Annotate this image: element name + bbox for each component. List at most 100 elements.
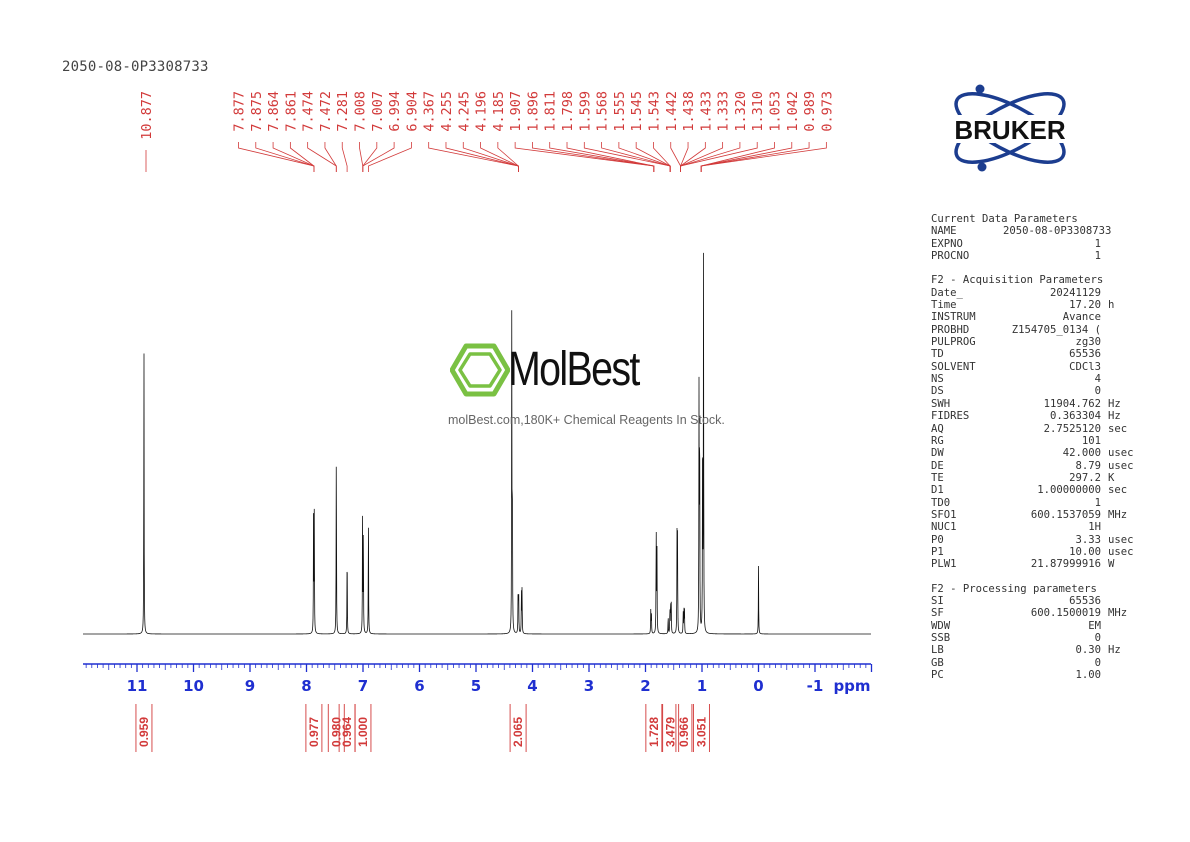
param-unit: Hz: [1108, 410, 1121, 423]
benzene-icon: [450, 343, 510, 397]
param-value: 600.1537059: [1030, 508, 1101, 521]
param-name: PROBHD: [931, 323, 970, 336]
param-row: DE 8.79 usec: [931, 460, 1171, 472]
peak-connector: [307, 142, 337, 172]
watermark-tagline: molBest.com,180K+ Chemical Reagents In S…: [448, 413, 725, 427]
x-tick-label: -1: [807, 677, 824, 695]
param-name: NUC1: [931, 521, 957, 534]
param-name: TD: [931, 348, 944, 361]
param-value: 21.87999916: [1030, 558, 1101, 571]
peak-label: 7.875: [249, 91, 265, 132]
param-unit: [1101, 287, 1108, 299]
param-unit: [1101, 620, 1108, 632]
acquisition-parameters-panel: Current Data Parameters NAME 2050-08-0P330…: [931, 213, 1171, 681]
param-row: LB 0.30 Hz: [931, 644, 1171, 656]
logo-electron-2: [977, 162, 987, 172]
param-name: SWH: [931, 397, 951, 410]
param-value: 8.79: [1075, 459, 1101, 472]
peak-connector: [362, 142, 378, 172]
param-unit: [1101, 435, 1108, 447]
peak-connector: [680, 142, 741, 172]
param-value: 3.33: [1075, 533, 1101, 546]
param-value: 101: [1081, 434, 1101, 447]
peak-connector: [700, 142, 793, 172]
peak-label: 4.196: [474, 91, 490, 132]
x-tick-label: 1: [697, 677, 707, 695]
param-value: 20241129: [1049, 286, 1101, 299]
param-name: PULPROG: [931, 336, 976, 349]
param-row: PULPROG zg30: [931, 336, 1171, 348]
param-row: DS 0: [931, 385, 1171, 397]
peak-connector: [359, 142, 364, 172]
param-unit: [1101, 361, 1108, 373]
param-name: FIDRES: [931, 410, 970, 423]
peak-label-layer: 10.877 7.877 7.875 7.864 7.861 7.474 7.472 7.28…: [139, 91, 835, 140]
param-value: zg30: [1075, 336, 1101, 349]
logo-electron-1: [975, 84, 985, 94]
peak-connector: [362, 142, 395, 172]
integral-value: 2.065: [511, 717, 525, 747]
param-name: SI: [931, 594, 944, 607]
param-row: SI 65536: [931, 595, 1171, 607]
peak-label: 4.245: [456, 91, 472, 132]
peak-label: 1.320: [733, 91, 749, 132]
section-gap: [931, 571, 1171, 583]
param-row: TD 65536: [931, 348, 1171, 360]
param-value: 297.2: [1069, 471, 1101, 484]
param-unit: [1101, 348, 1108, 360]
param-row: EXPNO 1: [931, 238, 1171, 250]
param-row: P1 10.00 usec: [931, 546, 1171, 558]
x-tick-label: 4: [527, 677, 537, 695]
param-unit: [1101, 595, 1108, 607]
integral-bracket: [645, 704, 663, 752]
peak-label: 7.864: [266, 91, 282, 132]
integral-bracket: [509, 704, 527, 752]
logo-text: BRUKER: [954, 115, 1065, 145]
param-value: 0.363304: [1049, 410, 1101, 423]
peak-label: 1.798: [560, 91, 576, 132]
param-row: PROBHD Z154705_0134 (: [931, 324, 1171, 336]
param-name: PLW1: [931, 558, 957, 571]
param-row: Date_ 20241129: [931, 287, 1171, 299]
param-row: AQ 2.7525120 sec: [931, 423, 1171, 435]
peak-label: 7.474: [301, 91, 317, 132]
bruker-logo: BRUKER: [924, 84, 1096, 172]
integral-value: 1.000: [356, 717, 370, 747]
integral-value: 0.966: [677, 717, 691, 747]
param-row: WDW EM: [931, 620, 1171, 632]
peak-connector: [566, 142, 655, 172]
param-unit: [1101, 238, 1108, 250]
param-row: DW 42.000 usec: [931, 447, 1171, 459]
peak-connector: [653, 142, 671, 172]
peak-label: 1.907: [508, 91, 524, 132]
param-unit: [1101, 632, 1108, 644]
integral-value: 0.977: [307, 717, 321, 747]
peak-connector: [341, 142, 348, 172]
param-name: AQ: [931, 422, 944, 435]
param-value: 65536: [1069, 348, 1101, 361]
integral-bracket: [327, 704, 345, 752]
param-name: P0: [931, 533, 944, 546]
param-row: PC 1.00: [931, 669, 1171, 681]
param-unit: usec: [1108, 533, 1134, 546]
param-unit: usec: [1108, 545, 1134, 558]
param-unit: usec: [1108, 459, 1134, 472]
param-name: Time: [931, 299, 957, 312]
integral-bracket: [305, 704, 323, 752]
integral-value: 3.479: [664, 717, 678, 747]
peak-label: 4.255: [439, 91, 455, 132]
param-value: 0: [1094, 632, 1101, 644]
param-value: CDCl3: [1069, 360, 1101, 373]
section-gap: [931, 262, 1171, 274]
param-row: FIDRES 0.363304 Hz: [931, 410, 1171, 422]
peak-connector: [583, 142, 671, 172]
param-name: RG: [931, 434, 944, 447]
param-value: 2050-08-0P3308733: [1003, 225, 1112, 238]
integral-bracket: [135, 704, 153, 752]
x-tick-label: 6: [414, 677, 424, 695]
integral-bracket: [692, 704, 710, 752]
integral-value: 0.980: [329, 717, 343, 747]
integral-value: 0.964: [340, 717, 354, 747]
param-value: 4: [1094, 373, 1101, 386]
param-row: P0 3.33 usec: [931, 534, 1171, 546]
